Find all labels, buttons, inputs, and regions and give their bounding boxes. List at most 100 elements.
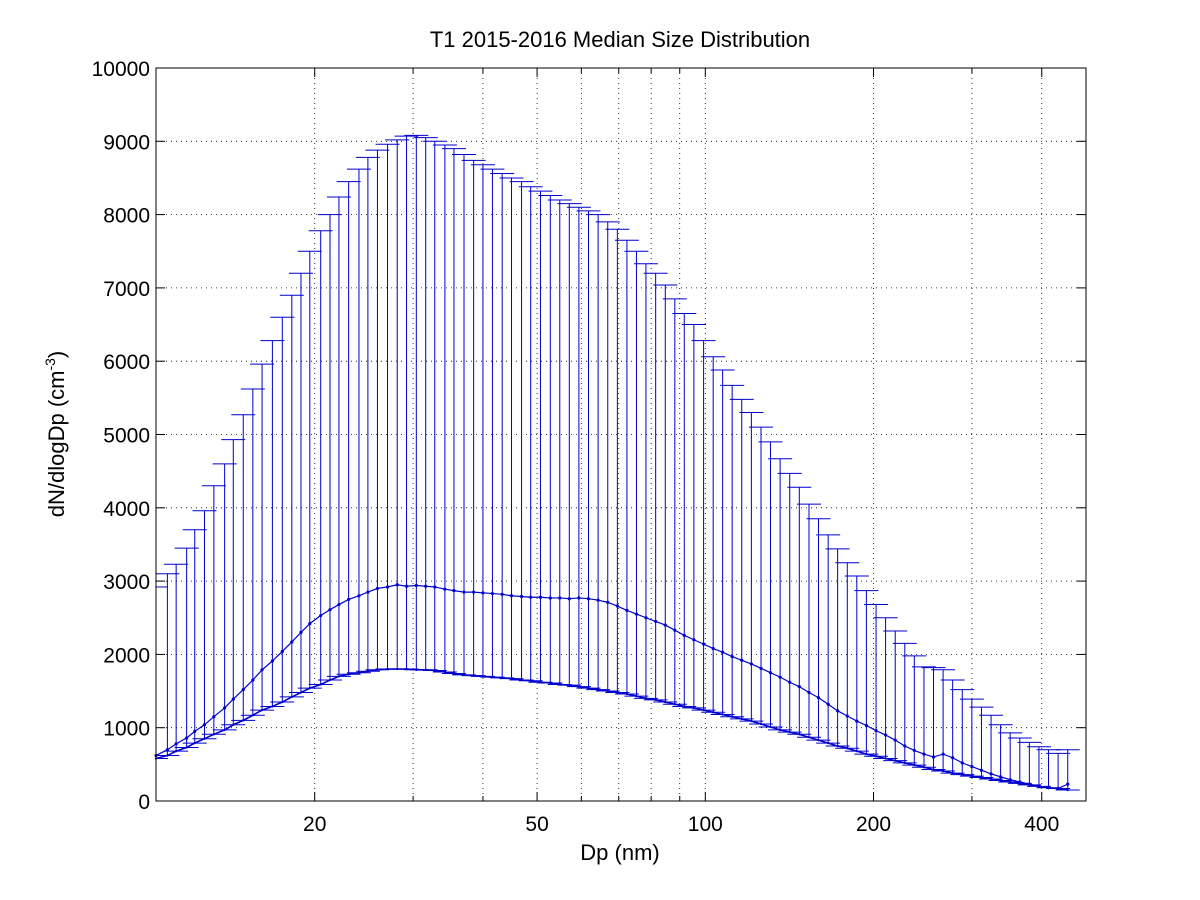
median-point	[375, 586, 380, 591]
lower-point	[932, 768, 935, 771]
y-tick-label: 9000	[103, 131, 150, 154]
median-point	[404, 584, 409, 588]
median-point	[328, 608, 332, 612]
median-point	[615, 604, 619, 608]
median-point	[864, 723, 868, 728]
lower-point	[424, 668, 427, 671]
median-point	[845, 714, 849, 718]
median-point	[893, 738, 897, 742]
lower-point	[970, 774, 974, 778]
lower-point	[606, 689, 609, 693]
lower-point	[673, 703, 677, 706]
lower-point	[1018, 782, 1021, 785]
error-bars	[155, 134, 1080, 791]
median-point	[1066, 782, 1070, 786]
median-point	[212, 715, 216, 719]
median-point	[970, 764, 974, 769]
y-tick-label: 5000	[103, 425, 150, 448]
lower-point	[347, 672, 350, 676]
lower-point	[941, 769, 945, 773]
lower-point	[281, 700, 284, 704]
lower-point	[539, 681, 542, 684]
y-tick-label: 0	[138, 791, 150, 814]
lower-point	[1008, 780, 1012, 784]
median-point	[308, 622, 312, 626]
median-point	[673, 628, 677, 632]
lower-point	[865, 752, 868, 756]
lower-point	[510, 677, 513, 680]
median-point	[998, 775, 1003, 779]
lower-point	[836, 744, 839, 748]
lower-point	[193, 741, 196, 745]
lower-point	[702, 708, 705, 712]
median-point	[749, 662, 753, 666]
lower-point	[740, 717, 743, 721]
median-point	[654, 619, 658, 624]
median-point	[625, 608, 629, 613]
median-point	[558, 596, 562, 600]
tick-labels: 20 50 100 200 400010002000300040005000600070…	[92, 58, 1060, 836]
lower-point	[826, 741, 830, 745]
median-point	[433, 585, 437, 589]
y-tick-label: 8000	[103, 205, 150, 228]
lower-point	[644, 697, 648, 700]
lower-point	[251, 714, 255, 717]
lower-point	[366, 670, 370, 673]
median-point	[251, 678, 255, 682]
lower-point	[989, 777, 993, 781]
lower-point	[462, 673, 466, 677]
y-tick-label: 4000	[103, 498, 150, 521]
median-point	[452, 589, 456, 593]
lower-point	[308, 686, 312, 690]
median-point	[500, 592, 504, 596]
lower-point	[1037, 785, 1041, 788]
median-point	[730, 654, 734, 659]
median-point	[414, 583, 418, 588]
lower-point	[913, 763, 916, 767]
median-point	[788, 680, 792, 684]
lower-point	[386, 667, 389, 671]
median-point	[912, 748, 916, 753]
lower-point	[596, 688, 600, 691]
lower-point	[778, 728, 782, 732]
lower-point	[1028, 783, 1031, 787]
median-point	[989, 772, 993, 776]
chart-title: T1 2015-2016 Median Size Distribution	[430, 27, 810, 52]
median-point	[702, 642, 706, 646]
lower-point	[299, 691, 303, 694]
lower-percentile-line	[155, 668, 1068, 791]
x-tick-label: 400	[1024, 813, 1059, 836]
x-tick-label: 100	[688, 813, 723, 836]
median-line	[155, 584, 1068, 790]
lower-point	[212, 733, 216, 736]
lower-point	[999, 779, 1002, 782]
median-point	[260, 668, 264, 672]
lower-point	[980, 776, 983, 779]
median-point	[357, 594, 361, 598]
lower-point	[884, 757, 887, 760]
lower-point	[481, 675, 485, 678]
median-point	[443, 587, 447, 591]
median-point	[826, 702, 830, 706]
lower-point	[577, 685, 581, 688]
lower-point	[721, 713, 724, 716]
median-point	[807, 690, 811, 695]
lower-point	[185, 746, 188, 749]
grid-lines	[156, 68, 1086, 801]
median-point	[185, 736, 189, 740]
lower-point	[788, 730, 791, 734]
lower-point	[616, 691, 619, 694]
median-point	[231, 697, 235, 701]
lower-point	[433, 669, 436, 672]
lower-point	[846, 747, 849, 750]
lower-point	[328, 678, 332, 682]
lower-point	[472, 674, 475, 677]
lower-point	[807, 736, 811, 739]
lower-point	[319, 683, 322, 686]
median-point	[692, 638, 696, 642]
median-point	[682, 633, 686, 637]
median-point	[951, 756, 955, 760]
lower-point	[664, 700, 667, 704]
y-axis-label: dN/dlogDp (cm-3)	[42, 351, 69, 518]
y-tick-label: 1000	[103, 718, 150, 741]
